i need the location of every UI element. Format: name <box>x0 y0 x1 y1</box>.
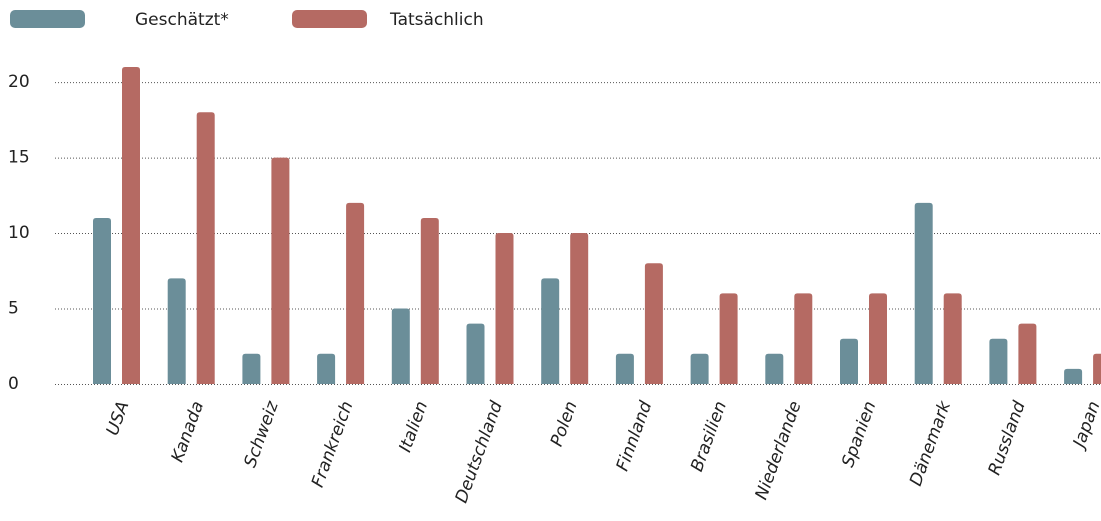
bar <box>466 323 485 384</box>
x-tick-label: Finnland <box>613 398 657 473</box>
bar <box>317 353 336 384</box>
y-tick-label: 10 <box>8 223 30 243</box>
bar <box>690 353 709 384</box>
x-tick-label: Dänemark <box>906 398 955 489</box>
bar <box>943 293 962 384</box>
bar <box>615 353 634 384</box>
x-tick-label: Kanada <box>168 399 208 465</box>
legend-label: Geschätzt* <box>135 10 229 30</box>
bar <box>196 112 215 385</box>
x-tick-label: Russland <box>985 398 1030 477</box>
bar <box>570 233 589 384</box>
legend-swatch <box>292 10 367 28</box>
y-tick-label: 5 <box>8 299 19 319</box>
x-tick-label: Spanien <box>838 399 880 470</box>
x-tick-label: Polen <box>547 399 582 450</box>
y-tick-label: 15 <box>8 148 30 168</box>
y-tick-label: 20 <box>8 72 30 92</box>
x-tick-label: Brasilien <box>687 399 731 475</box>
bar <box>93 217 111 384</box>
x-tick-label: USA <box>103 399 134 439</box>
bar <box>346 202 365 384</box>
bar <box>1064 368 1083 384</box>
bar <box>495 233 514 384</box>
bar <box>122 67 140 384</box>
bar <box>794 293 813 384</box>
bar <box>1018 323 1037 384</box>
x-tick-label: Frankreich <box>308 399 358 491</box>
bar <box>167 278 186 384</box>
bar <box>242 353 261 384</box>
legend-swatch <box>10 10 85 28</box>
bar <box>719 293 738 384</box>
bar <box>869 293 887 384</box>
bar <box>644 263 663 384</box>
x-tick-label: Schweiz <box>240 398 283 471</box>
bar <box>1093 353 1101 384</box>
x-tick-label: Niederlande <box>752 399 806 503</box>
legend-label: Tatsächlich <box>389 10 484 30</box>
bar <box>840 338 858 384</box>
x-tick-label: Japan <box>1068 399 1101 453</box>
x-tick-label: Italien <box>395 399 432 455</box>
bar <box>420 217 439 384</box>
bar <box>391 308 410 384</box>
bar <box>541 278 560 384</box>
x-tick-label: Deutschland <box>452 398 507 505</box>
bar <box>765 353 784 384</box>
bar <box>271 157 290 384</box>
bar <box>914 202 933 384</box>
y-tick-label: 0 <box>8 374 19 394</box>
bar <box>989 338 1008 384</box>
